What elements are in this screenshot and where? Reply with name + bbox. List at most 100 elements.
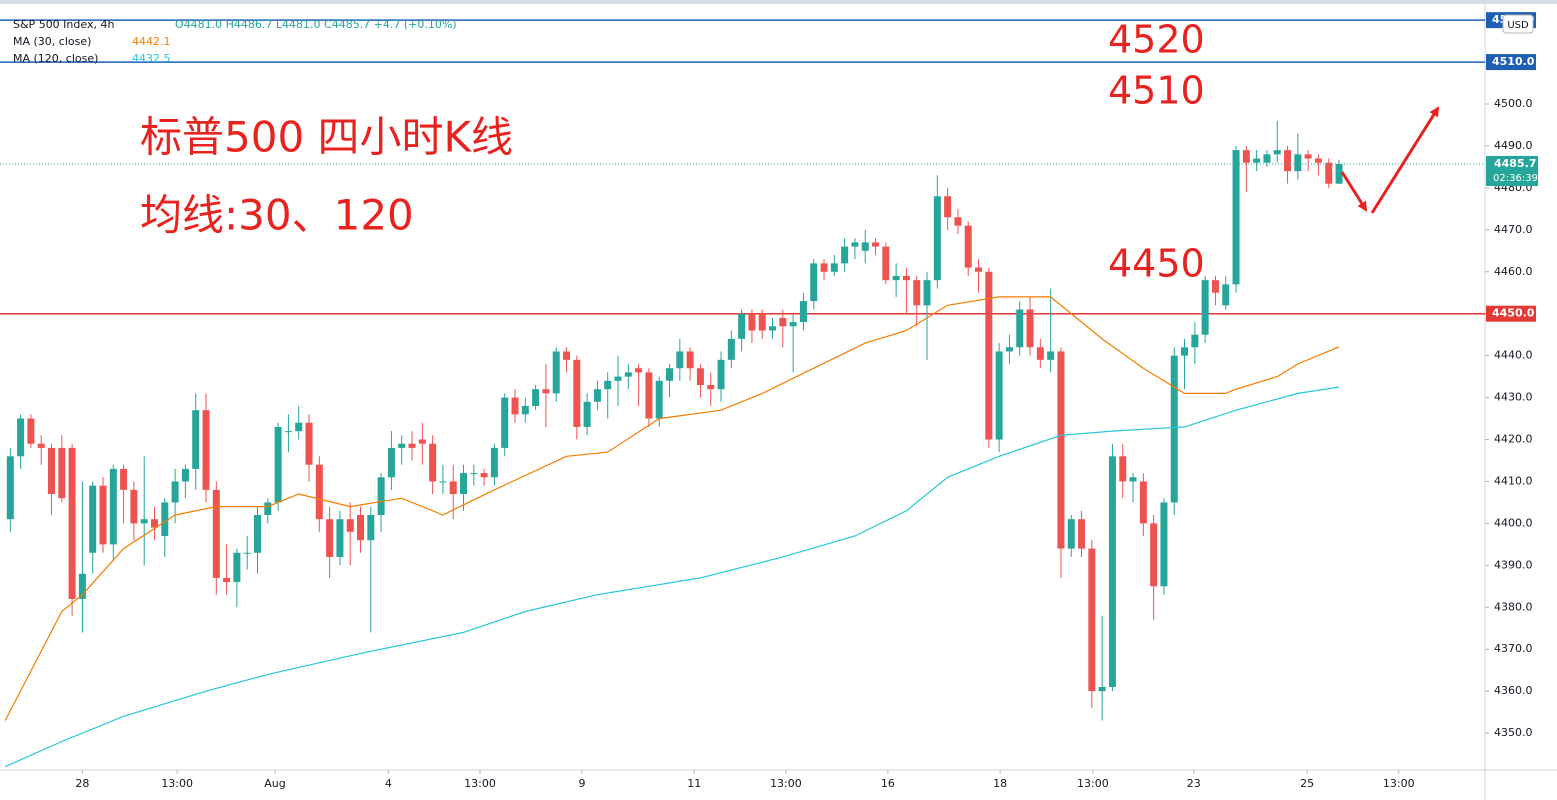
- candle-body: [181, 468, 189, 482]
- y-tick-label: 4410.0: [1494, 474, 1533, 487]
- y-tick-label: 4400.0: [1494, 516, 1533, 529]
- candle-body: [1294, 154, 1302, 172]
- candle-body: [799, 301, 807, 323]
- candle-body: [902, 275, 910, 281]
- candle-body: [1088, 548, 1096, 692]
- candle-body: [377, 477, 385, 516]
- candle-body: [6, 456, 14, 520]
- y-tick-label: 4390.0: [1494, 558, 1533, 571]
- candle-body: [140, 519, 148, 524]
- candle-body: [830, 263, 838, 272]
- candle-body: [27, 418, 35, 444]
- overlay: 4350.0 4360.0 4370.0 4380.0 4390.0 4400.0 4410…: [13, 12, 1538, 790]
- x-tick-label: 13:00: [161, 777, 193, 790]
- candle-body: [841, 246, 849, 264]
- annotation: 均线:30、120: [140, 191, 414, 240]
- legend-value: 4432.5: [132, 52, 171, 65]
- candle-body: [109, 468, 117, 545]
- arrow-down: [1340, 171, 1368, 212]
- candle-body: [171, 481, 179, 503]
- candle-body: [1181, 347, 1189, 356]
- candle-body: [37, 443, 45, 448]
- price-label: 4450.0: [1492, 307, 1535, 320]
- candle-body: [1170, 355, 1178, 503]
- candle-body: [460, 473, 468, 495]
- candle-body: [315, 464, 323, 520]
- candle-body: [820, 263, 828, 272]
- candle-body: [1119, 456, 1127, 482]
- candle-body: [521, 405, 529, 415]
- annotation: 4520: [1108, 18, 1205, 62]
- candle-body: [501, 397, 509, 448]
- x-tick-label: 18: [993, 777, 1007, 790]
- x-tick-label: Aug: [264, 777, 285, 790]
- moving-average: [4, 296, 1340, 721]
- candle-body: [326, 519, 334, 557]
- candle-body: [923, 280, 931, 306]
- candle-body: [1314, 158, 1322, 163]
- y-tick-label: 4350.0: [1494, 726, 1533, 739]
- candle-body: [758, 313, 766, 331]
- candle-body: [151, 519, 159, 528]
- candle-body: [892, 275, 900, 281]
- candle-body: [17, 418, 25, 457]
- candle-body: [490, 447, 498, 478]
- candle-body: [624, 372, 632, 377]
- candle-body: [305, 422, 313, 465]
- candle-body: [954, 217, 962, 226]
- candle-body: [357, 515, 365, 541]
- currency-box: [1502, 14, 1534, 34]
- x-tick-label: 9: [578, 777, 585, 790]
- y-tick-label: 4500.0: [1494, 97, 1533, 110]
- candle-body: [398, 443, 406, 448]
- candle-body: [542, 389, 550, 394]
- candle-body: [789, 322, 797, 327]
- last-price-label: 4485.7: [1494, 157, 1536, 170]
- candle-body: [769, 326, 777, 331]
- candle-body: [933, 196, 941, 281]
- candle-body: [470, 473, 478, 475]
- candle-body: [1108, 456, 1116, 687]
- candle-body: [593, 389, 601, 402]
- candle-body: [748, 313, 756, 331]
- legend-value: 4442.1: [132, 35, 171, 48]
- candle-body: [202, 410, 210, 490]
- candle-body: [655, 380, 663, 419]
- candle-body: [686, 351, 694, 369]
- candle-body: [1201, 280, 1209, 335]
- x-tick-label: 16: [881, 777, 895, 790]
- candle-body: [1263, 154, 1271, 163]
- y-tick-label: 4490.0: [1494, 139, 1533, 152]
- candle-body: [1232, 150, 1240, 285]
- candle-body: [779, 317, 787, 327]
- candle-body: [1139, 481, 1147, 524]
- legend-name: MA (30, close): [13, 35, 91, 48]
- candle-body: [1284, 150, 1292, 172]
- candle-body: [1005, 347, 1013, 352]
- candle-body: [1150, 523, 1158, 587]
- x-tick-label: 11: [687, 777, 701, 790]
- candle-body: [1078, 519, 1086, 549]
- candle-body: [964, 225, 972, 268]
- candle-body: [243, 552, 251, 554]
- candle-body: [429, 443, 437, 482]
- candle-body: [212, 489, 220, 578]
- candle-body: [480, 473, 488, 478]
- candle-body: [1191, 334, 1199, 348]
- candle-body: [120, 468, 128, 490]
- x-tick-label: 28: [75, 777, 89, 790]
- x-tick-label: 4: [385, 777, 392, 790]
- candle-body: [254, 515, 262, 553]
- price-label-box: [1486, 305, 1536, 322]
- candle-body: [614, 376, 622, 381]
- annotation: 标普500 四小时K线: [140, 113, 513, 162]
- candle-body: [944, 196, 952, 218]
- x-tick-label: 23: [1187, 777, 1201, 790]
- legend-title: S&P 500 Index, 4h: [13, 18, 114, 31]
- y-tick-label: 4420.0: [1494, 433, 1533, 446]
- candle-body: [882, 246, 890, 281]
- candle-body: [645, 372, 653, 419]
- candle-body: [635, 368, 643, 373]
- candle-body: [387, 447, 395, 478]
